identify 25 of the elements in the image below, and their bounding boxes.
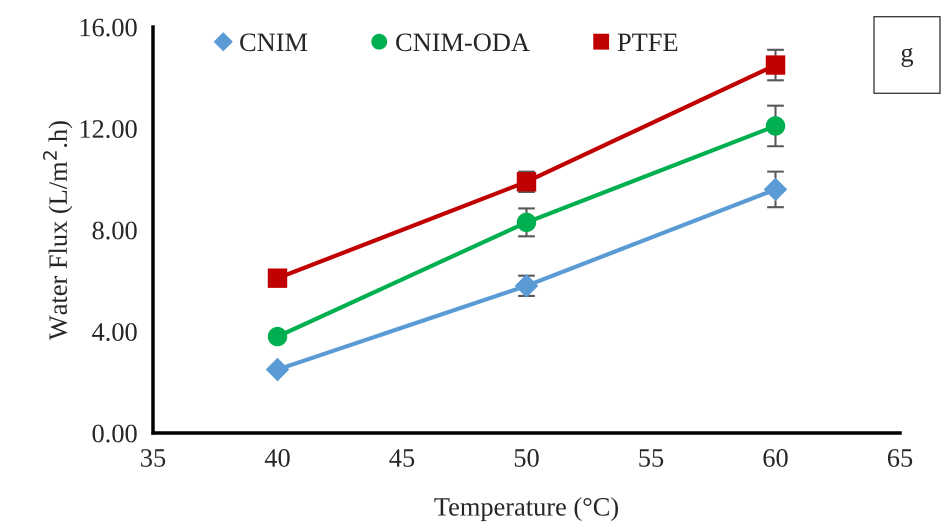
legend-label: PTFE xyxy=(618,34,678,51)
point xyxy=(266,358,289,382)
x-axis-title: Temperature (°C) xyxy=(434,497,618,522)
point xyxy=(516,212,536,232)
x-tick-label: 35 xyxy=(141,449,166,467)
point xyxy=(764,178,787,201)
y-tick-label: 0.00 xyxy=(92,424,137,443)
x-tick-label: 55 xyxy=(639,449,664,467)
y-tick-label: 16.00 xyxy=(80,18,137,37)
legend-label: CNIM xyxy=(240,33,308,52)
point xyxy=(766,55,786,75)
y-tick-label: 8.00 xyxy=(92,222,137,240)
x-tick-label: 60 xyxy=(763,449,788,467)
text: g xyxy=(902,48,914,67)
x-tick-label: 65 xyxy=(888,449,912,467)
y-tick-label: 12.00 xyxy=(80,120,137,138)
point xyxy=(268,326,288,346)
x-tick-label: 40 xyxy=(264,449,290,467)
x-tick-label: 45 xyxy=(389,449,414,467)
y-tick-label: 4.00 xyxy=(92,323,137,342)
point xyxy=(766,116,786,136)
x-tick-label: 50 xyxy=(514,449,539,467)
y-axis-title: Water Flux (L/m$^{2}$.h) xyxy=(42,121,72,340)
legend-label: CNIM-ODA xyxy=(396,33,530,52)
point xyxy=(268,268,288,288)
